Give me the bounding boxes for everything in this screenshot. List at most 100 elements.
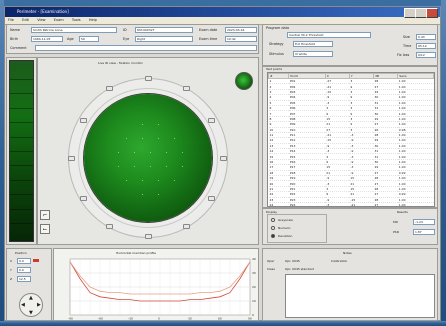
table-cell: 18 (268, 170, 289, 177)
fix-loss-field[interactable]: 0/12 (416, 52, 436, 58)
table-row[interactable]: 8 P08 15 3 29 1.00 (268, 116, 434, 123)
table-cell: 21 (268, 186, 289, 193)
menu-view[interactable]: View (37, 18, 46, 22)
menu-exam[interactable]: Exam (53, 18, 64, 22)
y-field[interactable]: 0.0 (17, 267, 31, 273)
table-row[interactable]: 10 P10 27 3 26 0.98 (268, 127, 434, 133)
table-row[interactable]: 16 P16 9 -9 30 1.00 (268, 159, 434, 166)
table-row[interactable]: 23 P23 -9 -15 28 1.00 (268, 197, 434, 204)
table-cell: 1.00 (397, 164, 434, 171)
size-field[interactable]: 0.43 (416, 34, 436, 40)
table-row[interactable]: 22 P22 9 21 27 0.99 (268, 191, 434, 198)
table-cell: 28 (373, 78, 398, 85)
stimulus-field-input[interactable]: III white (293, 51, 333, 57)
strategy-field[interactable]: Full threshold (293, 41, 333, 47)
option-numeric-radio[interactable] (271, 226, 275, 230)
table-cell: 1.00 (397, 202, 434, 206)
table-cell: P07 (288, 110, 326, 117)
exam-date-field[interactable]: 2023-03-16 (225, 27, 257, 33)
option-greyscale-radio[interactable] (271, 218, 275, 222)
arrow-up-icon[interactable]: ▲ (29, 295, 33, 301)
table-cell: 1.00 (397, 175, 434, 182)
age-field[interactable]: 59 (79, 36, 99, 42)
table-cell: P20 (288, 180, 326, 187)
arrow-right-icon[interactable]: ▶ (37, 302, 41, 308)
table-cell: 15 (325, 116, 350, 123)
table-cell: -3 (349, 132, 374, 139)
column-header[interactable]: dB (372, 73, 399, 79)
display-group-box (267, 214, 327, 243)
table-row[interactable]: 20 P20 -3 21 27 1.00 (268, 180, 434, 187)
fixation-icon[interactable]: ⌐ (40, 210, 50, 220)
table-row[interactable]: 1 P01 -27 3 28 1.00 (268, 78, 434, 85)
comment-field[interactable] (35, 45, 257, 51)
eye-field[interactable]: Right (135, 36, 193, 42)
table-row[interactable]: 21 P21 3 15 28 1.00 (268, 186, 434, 193)
table-cell: -3 (349, 143, 374, 150)
table-cell: 3 (349, 89, 374, 96)
id-field[interactable]: PAT-000327 (135, 27, 193, 33)
table-cell: -3 (325, 202, 350, 206)
table-row[interactable]: 3 P03 -15 3 29 1.00 (268, 89, 434, 96)
table-row[interactable]: 11 P11 -21 -3 28 1.00 (268, 132, 434, 139)
table-row[interactable]: 17 P17 15 -3 29 1.00 (268, 164, 434, 171)
column-header[interactable]: Sens (397, 73, 434, 79)
table-row[interactable]: 19 P19 -9 15 28 1.00 (268, 175, 434, 182)
table-cell: 15 (349, 186, 374, 193)
column-header[interactable]: # (268, 73, 290, 79)
graph-title: Horizontal meridian profile (116, 251, 157, 255)
table-row[interactable]: 12 P12 -15 -9 29 1.00 (268, 137, 434, 144)
option-deviation-radio[interactable] (271, 234, 275, 238)
name-field[interactable]: Smith Patricia Anne (31, 27, 117, 33)
title-bar[interactable]: Perimeter - [Examination] (5, 7, 440, 18)
table-row[interactable]: 13 P13 -9 -3 30 1.00 (268, 143, 434, 150)
direction-pad[interactable]: ▲ ▼ ◀ ▶ (19, 293, 43, 317)
eye-thumbnail[interactable] (235, 72, 253, 90)
table-cell: 30 (373, 94, 398, 101)
menu-help[interactable]: Help (88, 18, 97, 22)
id-label: ID (123, 28, 127, 32)
program-field[interactable]: Central 30-2 Threshold (287, 32, 371, 38)
table-row[interactable]: 24 P24 -3 -21 27 1.00 (268, 202, 434, 206)
close-button[interactable] (426, 8, 438, 18)
exam-time-label: Exam time (199, 37, 218, 41)
arrow-left-icon[interactable]: ◀ (21, 302, 25, 308)
md-field[interactable]: -1.24 (413, 219, 435, 225)
table-row[interactable]: 4 P04 -9 9 30 1.00 (268, 94, 434, 101)
table-row[interactable]: 7 P07 9 9 30 1.00 (268, 110, 434, 117)
time-field[interactable]: 05:12 (416, 43, 436, 49)
table-row[interactable]: 18 P18 21 -9 27 0.99 (268, 170, 434, 177)
x-tick-label: 30 (188, 317, 192, 321)
ring-marker (80, 196, 87, 201)
table-cell: 7 (268, 110, 289, 117)
table-row[interactable]: 5 P05 -3 3 31 1.00 (268, 100, 434, 106)
table-cell: 3 (349, 78, 374, 85)
menu-edit[interactable]: Edit (22, 18, 29, 22)
x-field[interactable]: 0.0 (17, 258, 31, 264)
column-header[interactable]: Point (288, 73, 326, 79)
menu-file[interactable]: File (8, 18, 14, 22)
psd-field[interactable]: 1.87 (413, 229, 435, 235)
reset-icon[interactable]: ⌙ (40, 224, 50, 234)
table-row[interactable]: 15 P15 3 -3 31 1.00 (268, 153, 434, 160)
table-row[interactable]: 14 P14 -3 -9 31 1.00 (268, 148, 434, 155)
table-cell: -9 (349, 170, 374, 177)
table-cell: 1.00 (397, 121, 434, 128)
table-row[interactable]: 6 P06 3 3 31 1.00 (268, 105, 434, 112)
dob-field[interactable]: 1964-11-03 (31, 36, 63, 42)
table-row[interactable]: 2 P02 -21 9 27 1.00 (268, 83, 434, 90)
z-field[interactable]: 12.5 (17, 276, 31, 282)
oper-value: Opr. 0045 (285, 259, 300, 263)
table-cell: 28 (373, 132, 398, 139)
stimulus-field[interactable] (84, 94, 212, 222)
exam-time-field[interactable]: 10:42 (225, 36, 257, 42)
notes-textarea[interactable] (285, 274, 435, 318)
arrow-down-icon[interactable]: ▼ (29, 310, 33, 316)
table-row[interactable]: 9 P09 21 9 27 1.00 (268, 121, 434, 128)
table-cell: 5 (268, 100, 289, 106)
z-label: Z (10, 277, 13, 281)
table-cell: P11 (288, 132, 326, 139)
program-panel: Program data Central 30-2 Threshold Stra… (262, 24, 438, 66)
menu-tools[interactable]: Tools (71, 18, 81, 22)
